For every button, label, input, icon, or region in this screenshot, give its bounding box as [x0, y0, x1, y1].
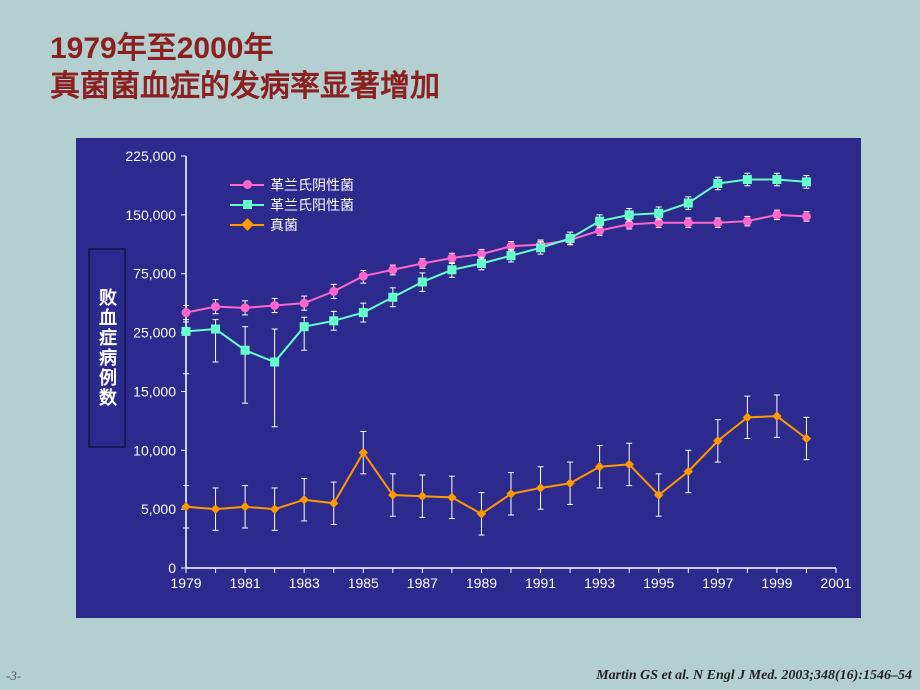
svg-text:1989: 1989	[466, 575, 497, 591]
svg-text:10,000: 10,000	[133, 442, 176, 458]
svg-text:1991: 1991	[525, 575, 556, 591]
citation: Martin GS et al. N Engl J Med. 2003;348(…	[596, 668, 912, 684]
svg-text:15,000: 15,000	[133, 383, 176, 399]
legend-item: 革兰氏阴性菌	[230, 175, 354, 195]
svg-text:2001: 2001	[820, 575, 851, 591]
legend-item: 革兰氏阳性菌	[230, 195, 354, 215]
svg-text:0: 0	[168, 560, 176, 576]
svg-text:1979: 1979	[170, 575, 201, 591]
svg-text:5,000: 5,000	[141, 501, 176, 517]
legend-label: 革兰氏阳性菌	[270, 195, 354, 215]
legend-item: 真菌	[230, 215, 354, 235]
line-chart: 1979 1981 1983 1985 1987 1989 1991 1993 1995 1997…	[76, 138, 861, 618]
svg-text:1999: 1999	[761, 575, 792, 591]
slide-title: 1979年至2000年 真菌菌血症的发病率显著增加	[50, 30, 440, 105]
svg-text:150,000: 150,000	[125, 207, 176, 223]
legend-label: 真菌	[270, 215, 298, 235]
svg-text:1987: 1987	[407, 575, 438, 591]
svg-text:1995: 1995	[643, 575, 674, 591]
page-number: -3-	[6, 668, 21, 684]
svg-text:1997: 1997	[702, 575, 733, 591]
svg-text:1993: 1993	[584, 575, 615, 591]
svg-text:25,000: 25,000	[133, 325, 176, 341]
legend-label: 革兰氏阴性菌	[270, 175, 354, 195]
svg-text:1981: 1981	[230, 575, 261, 591]
svg-text:75,000: 75,000	[133, 266, 176, 282]
chart-legend: 革兰氏阴性菌革兰氏阳性菌真菌	[230, 175, 354, 235]
svg-text:1983: 1983	[289, 575, 320, 591]
svg-text:225,000: 225,000	[125, 148, 176, 164]
title-line-2: 真菌菌血症的发病率显著增加	[50, 68, 440, 106]
svg-text:1985: 1985	[348, 575, 379, 591]
title-line-1: 1979年至2000年	[50, 30, 440, 68]
